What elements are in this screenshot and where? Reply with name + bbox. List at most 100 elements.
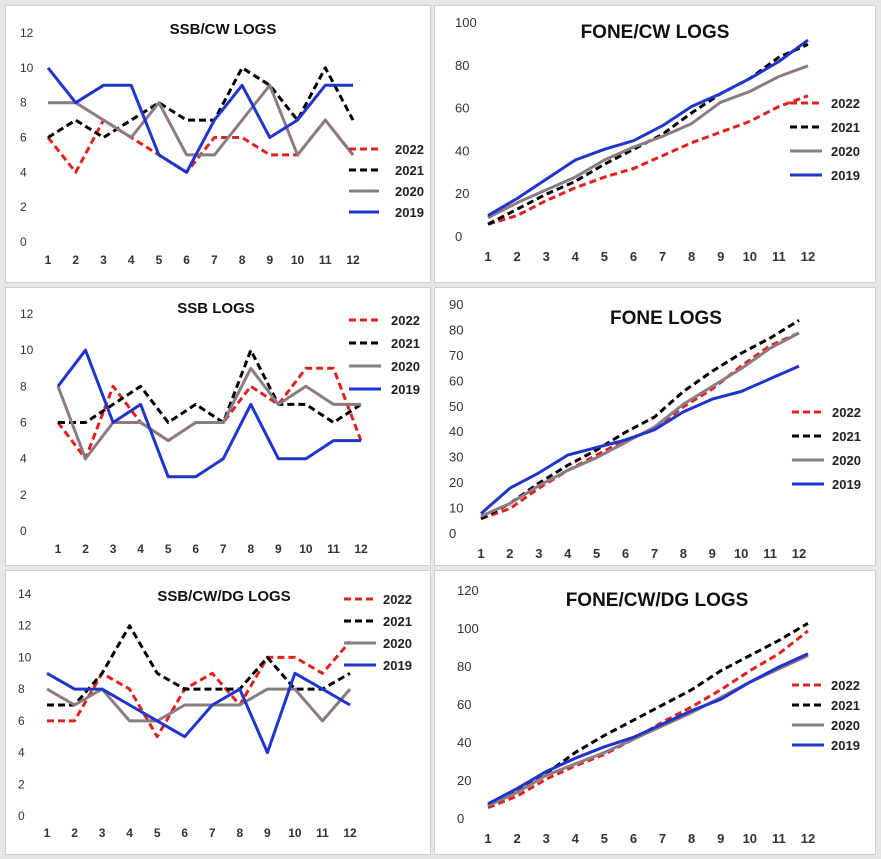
y-tick-label: 40 xyxy=(457,735,471,750)
series-line-2019 xyxy=(487,652,809,806)
y-tick-label: 100 xyxy=(455,15,477,30)
x-tick-label: 3 xyxy=(99,826,106,840)
y-tick-label: 6 xyxy=(18,714,25,728)
x-tick-label: 11 xyxy=(772,249,786,264)
chart-panel-ssb-cw-dg: SSB/CW/DG LOGS 0 2 4 6 8 10 12 14 1 2 3 4 5 6 7 8 9 10 11 12… xyxy=(5,570,431,855)
x-tick-label: 1 xyxy=(477,546,484,561)
y-tick-label: 12 xyxy=(20,307,34,321)
x-tick-label: 9 xyxy=(275,542,282,556)
x-tick-label: 6 xyxy=(630,249,637,264)
chart-title: SSB LOGS xyxy=(177,300,255,317)
y-tick-label: 60 xyxy=(449,373,463,388)
x-tick-label: 4 xyxy=(572,249,580,264)
y-tick-label: 12 xyxy=(18,619,32,633)
series-line-2021 xyxy=(47,66,355,139)
x-tick-label: 12 xyxy=(801,831,815,846)
y-tick-label: 2 xyxy=(20,200,27,214)
legend-label-2019: 2019 xyxy=(391,382,420,397)
y-tick-label: 20 xyxy=(449,475,463,490)
y-tick-label: 90 xyxy=(449,297,463,312)
series-line-2019 xyxy=(487,38,809,217)
x-tick-label: 6 xyxy=(183,253,190,267)
legend-label-2022: 2022 xyxy=(831,678,860,693)
x-tick-label: 4 xyxy=(572,831,580,846)
y-tick-label: 30 xyxy=(449,450,463,465)
y-tick-label: 80 xyxy=(457,659,471,674)
x-tick-label: 2 xyxy=(72,253,79,267)
y-tick-label: 6 xyxy=(20,416,27,430)
x-tick-label: 1 xyxy=(484,831,491,846)
y-tick-label: 80 xyxy=(449,322,463,337)
x-tick-label: 3 xyxy=(535,546,542,561)
y-tick-label: 60 xyxy=(455,101,469,116)
series-line-2019 xyxy=(56,348,361,479)
y-tick-label: 100 xyxy=(457,621,479,636)
legend-label-2022: 2022 xyxy=(395,142,424,157)
y-tick-label: 20 xyxy=(455,186,469,201)
x-tick-label: 2 xyxy=(82,542,89,556)
x-tick-label: 1 xyxy=(55,542,62,556)
legend-label-2022: 2022 xyxy=(832,405,861,420)
x-tick-label: 4 xyxy=(137,542,144,556)
series-line-2020 xyxy=(46,687,352,723)
x-tick-label: 6 xyxy=(181,826,188,840)
x-tick-label: 11 xyxy=(327,542,340,556)
y-tick-label: 8 xyxy=(18,682,25,696)
y-tick-label: 70 xyxy=(449,348,463,363)
legend-label-2022: 2022 xyxy=(831,96,860,111)
series-line-2020 xyxy=(48,83,355,157)
x-tick-label: 7 xyxy=(651,546,658,561)
x-tick-label: 3 xyxy=(100,253,107,267)
x-tick-label: 9 xyxy=(709,546,716,561)
x-tick-label: 7 xyxy=(211,253,218,267)
legend-label-2019: 2019 xyxy=(831,738,860,753)
chart-title: FONE LOGS xyxy=(610,308,722,329)
x-tick-label: 4 xyxy=(126,826,133,840)
series-line-2021 xyxy=(58,348,362,424)
x-tick-label: 11 xyxy=(763,546,777,561)
x-tick-label: 4 xyxy=(128,253,135,267)
x-tick-label: 7 xyxy=(209,826,216,840)
y-tick-label: 2 xyxy=(20,488,27,502)
legend-label-2019: 2019 xyxy=(395,205,424,220)
legend-label-2021: 2021 xyxy=(383,614,412,629)
x-tick-label: 8 xyxy=(239,253,246,267)
series-line-2021 xyxy=(487,622,809,808)
x-tick-label: 12 xyxy=(354,542,368,556)
x-tick-label: 3 xyxy=(110,542,117,556)
y-tick-label: 40 xyxy=(455,143,469,158)
legend-label-2022: 2022 xyxy=(391,313,420,328)
x-tick-label: 9 xyxy=(717,249,724,264)
y-tick-label: 0 xyxy=(455,229,462,244)
x-tick-label: 6 xyxy=(630,831,637,846)
chart-title: FONE/CW LOGS xyxy=(581,22,730,43)
y-tick-label: 10 xyxy=(20,343,34,357)
legend-label-2020: 2020 xyxy=(383,636,412,651)
x-tick-label: 4 xyxy=(564,546,572,561)
x-tick-label: 5 xyxy=(601,249,608,264)
series-line-2022 xyxy=(487,94,809,226)
y-tick-label: 4 xyxy=(18,746,25,760)
series-line-2021 xyxy=(47,624,351,707)
legend-label-2021: 2021 xyxy=(832,429,861,444)
x-tick-label: 2 xyxy=(513,249,520,264)
y-tick-label: 2 xyxy=(18,777,25,791)
x-tick-label: 12 xyxy=(792,546,806,561)
x-tick-label: 5 xyxy=(156,253,163,267)
legend-label-2021: 2021 xyxy=(391,336,420,351)
x-tick-label: 1 xyxy=(44,826,51,840)
y-tick-label: 6 xyxy=(20,131,27,145)
y-tick-label: 0 xyxy=(18,809,25,823)
x-tick-label: 10 xyxy=(288,826,302,840)
x-tick-label: 10 xyxy=(734,546,748,561)
chart-title: SSB/CW LOGS xyxy=(170,21,277,38)
y-tick-label: 0 xyxy=(20,524,27,538)
legend-label-2020: 2020 xyxy=(831,144,860,159)
x-tick-label: 2 xyxy=(71,826,78,840)
x-tick-label: 1 xyxy=(484,249,491,264)
legend-label-2019: 2019 xyxy=(831,168,860,183)
chart-title: FONE/CW/DG LOGS xyxy=(566,590,749,611)
